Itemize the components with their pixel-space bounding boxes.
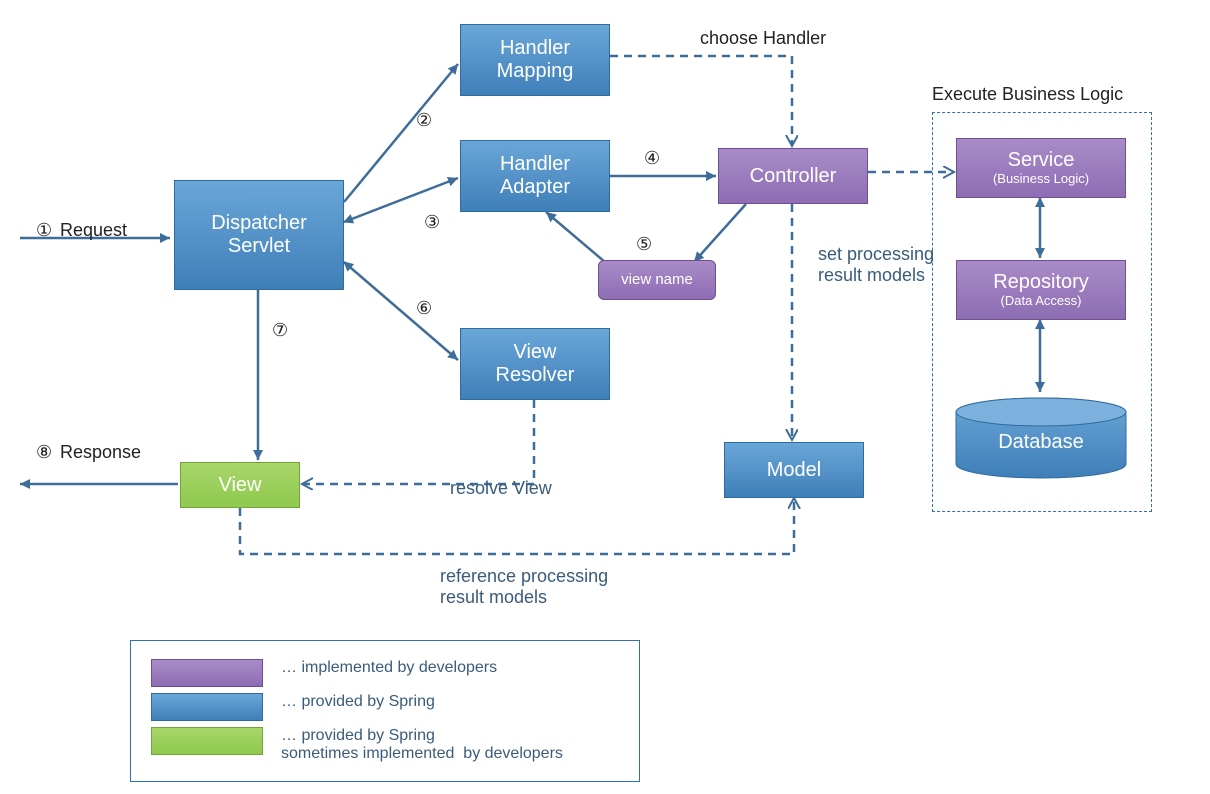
legend-text-blue: … provided by Spring xyxy=(281,693,435,711)
step-s8: ⑧ xyxy=(36,442,52,463)
edge-view_resolver-view xyxy=(302,400,534,484)
node-handler_mapping-label: Handler Mapping xyxy=(497,37,574,83)
step-s5: ⑤ xyxy=(636,234,652,255)
node-model: Model xyxy=(724,442,864,498)
node-view-label: View xyxy=(219,474,262,497)
node-view_resolver-label: View Resolver xyxy=(496,341,575,387)
legend-text-purple: … implemented by developers xyxy=(281,659,497,677)
legend-swatch-green xyxy=(151,727,263,755)
legend-row-purple: … implemented by developers xyxy=(151,659,619,687)
node-handler_adapter-label: Handler Adapter xyxy=(500,153,570,199)
node-view: View xyxy=(180,462,300,508)
node-service-label: Service xyxy=(1008,149,1075,172)
label-set_models: set processing result models xyxy=(818,244,934,286)
node-controller: Controller xyxy=(718,148,868,204)
legend-swatch-blue xyxy=(151,693,263,721)
edge-view-model xyxy=(240,498,794,554)
edge-dispatcher-view_resolver xyxy=(344,262,458,360)
node-repository-subtitle: (Data Access) xyxy=(1001,294,1082,309)
edge-dispatcher-handler_adapter xyxy=(344,178,458,222)
step-s6: ⑥ xyxy=(416,298,432,319)
label-request: Request xyxy=(60,220,127,241)
label-response: Response xyxy=(60,442,141,463)
step-s4: ④ xyxy=(644,148,660,169)
legend-swatch-purple xyxy=(151,659,263,687)
legend-row-blue: … provided by Spring xyxy=(151,693,619,721)
step-s1: ① xyxy=(36,220,52,241)
edge-dispatcher-handler_mapping xyxy=(344,64,458,202)
edge-controller-view_name xyxy=(694,204,746,262)
node-dispatcher: Dispatcher Servlet xyxy=(174,180,344,290)
node-repository-label: Repository xyxy=(993,271,1089,294)
node-controller-label: Controller xyxy=(750,165,837,188)
node-handler_mapping: Handler Mapping xyxy=(460,24,610,96)
edge-handler_mapping-controller xyxy=(610,56,792,146)
node-view_name-label: view name xyxy=(621,271,693,288)
node-dispatcher-label: Dispatcher Servlet xyxy=(211,212,307,258)
node-service: Service(Business Logic) xyxy=(956,138,1126,198)
label-ref_models: reference processing result models xyxy=(440,566,608,608)
node-view_name: view name xyxy=(598,260,716,300)
legend-text-green: … provided by Spring sometimes implement… xyxy=(281,727,563,763)
step-s3: ③ xyxy=(424,212,440,233)
node-view_resolver: View Resolver xyxy=(460,328,610,400)
node-repository: Repository(Data Access) xyxy=(956,260,1126,320)
legend-row-green: … provided by Spring sometimes implement… xyxy=(151,727,619,763)
step-s2: ② xyxy=(416,110,432,131)
legend-box: … implemented by developers … provided by… xyxy=(130,640,640,782)
node-handler_adapter: Handler Adapter xyxy=(460,140,610,212)
node-model-label: Model xyxy=(767,459,821,482)
node-service-subtitle: (Business Logic) xyxy=(993,172,1089,187)
business-logic-title: Execute Business Logic xyxy=(932,84,1123,105)
step-s7: ⑦ xyxy=(272,320,288,341)
label-choose_handler: choose Handler xyxy=(700,28,826,49)
label-resolve_view: resolve View xyxy=(450,478,552,499)
